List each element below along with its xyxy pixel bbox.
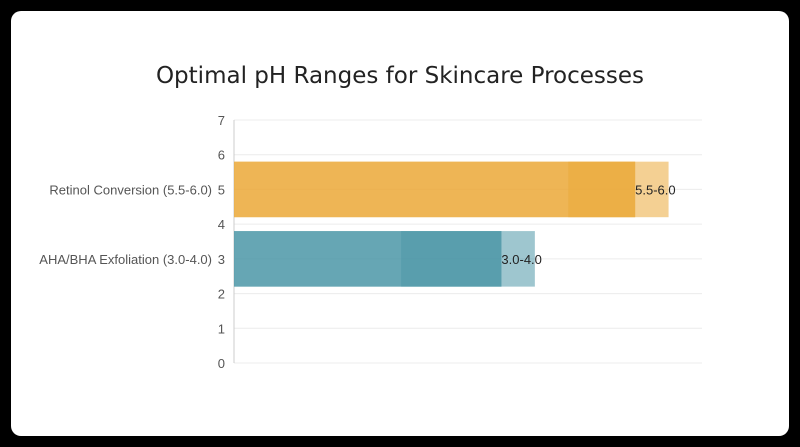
data-label: 5.5-6.0 [635,182,675,197]
y-tick-label: 5 [218,182,225,197]
data-label: 3.0-4.0 [501,252,541,267]
y-tick-label: 3 [218,252,225,267]
y-tick-label: 7 [218,113,225,128]
category-label: Retinol Conversion (5.5-6.0) [49,182,212,197]
chart-card [11,11,789,436]
y-tick-label: 2 [218,287,225,302]
y-tick-label: 6 [218,148,225,163]
chart-title: Optimal pH Ranges for Skincare Processes [155,63,645,89]
category-label: AHA/BHA Exfoliation (3.0-4.0) [39,252,212,267]
y-tick-label: 4 [218,217,225,232]
y-tick-label: 1 [218,321,225,336]
y-tick-label: 0 [218,356,225,371]
range-highlight [568,161,636,218]
range-highlight [401,231,502,287]
